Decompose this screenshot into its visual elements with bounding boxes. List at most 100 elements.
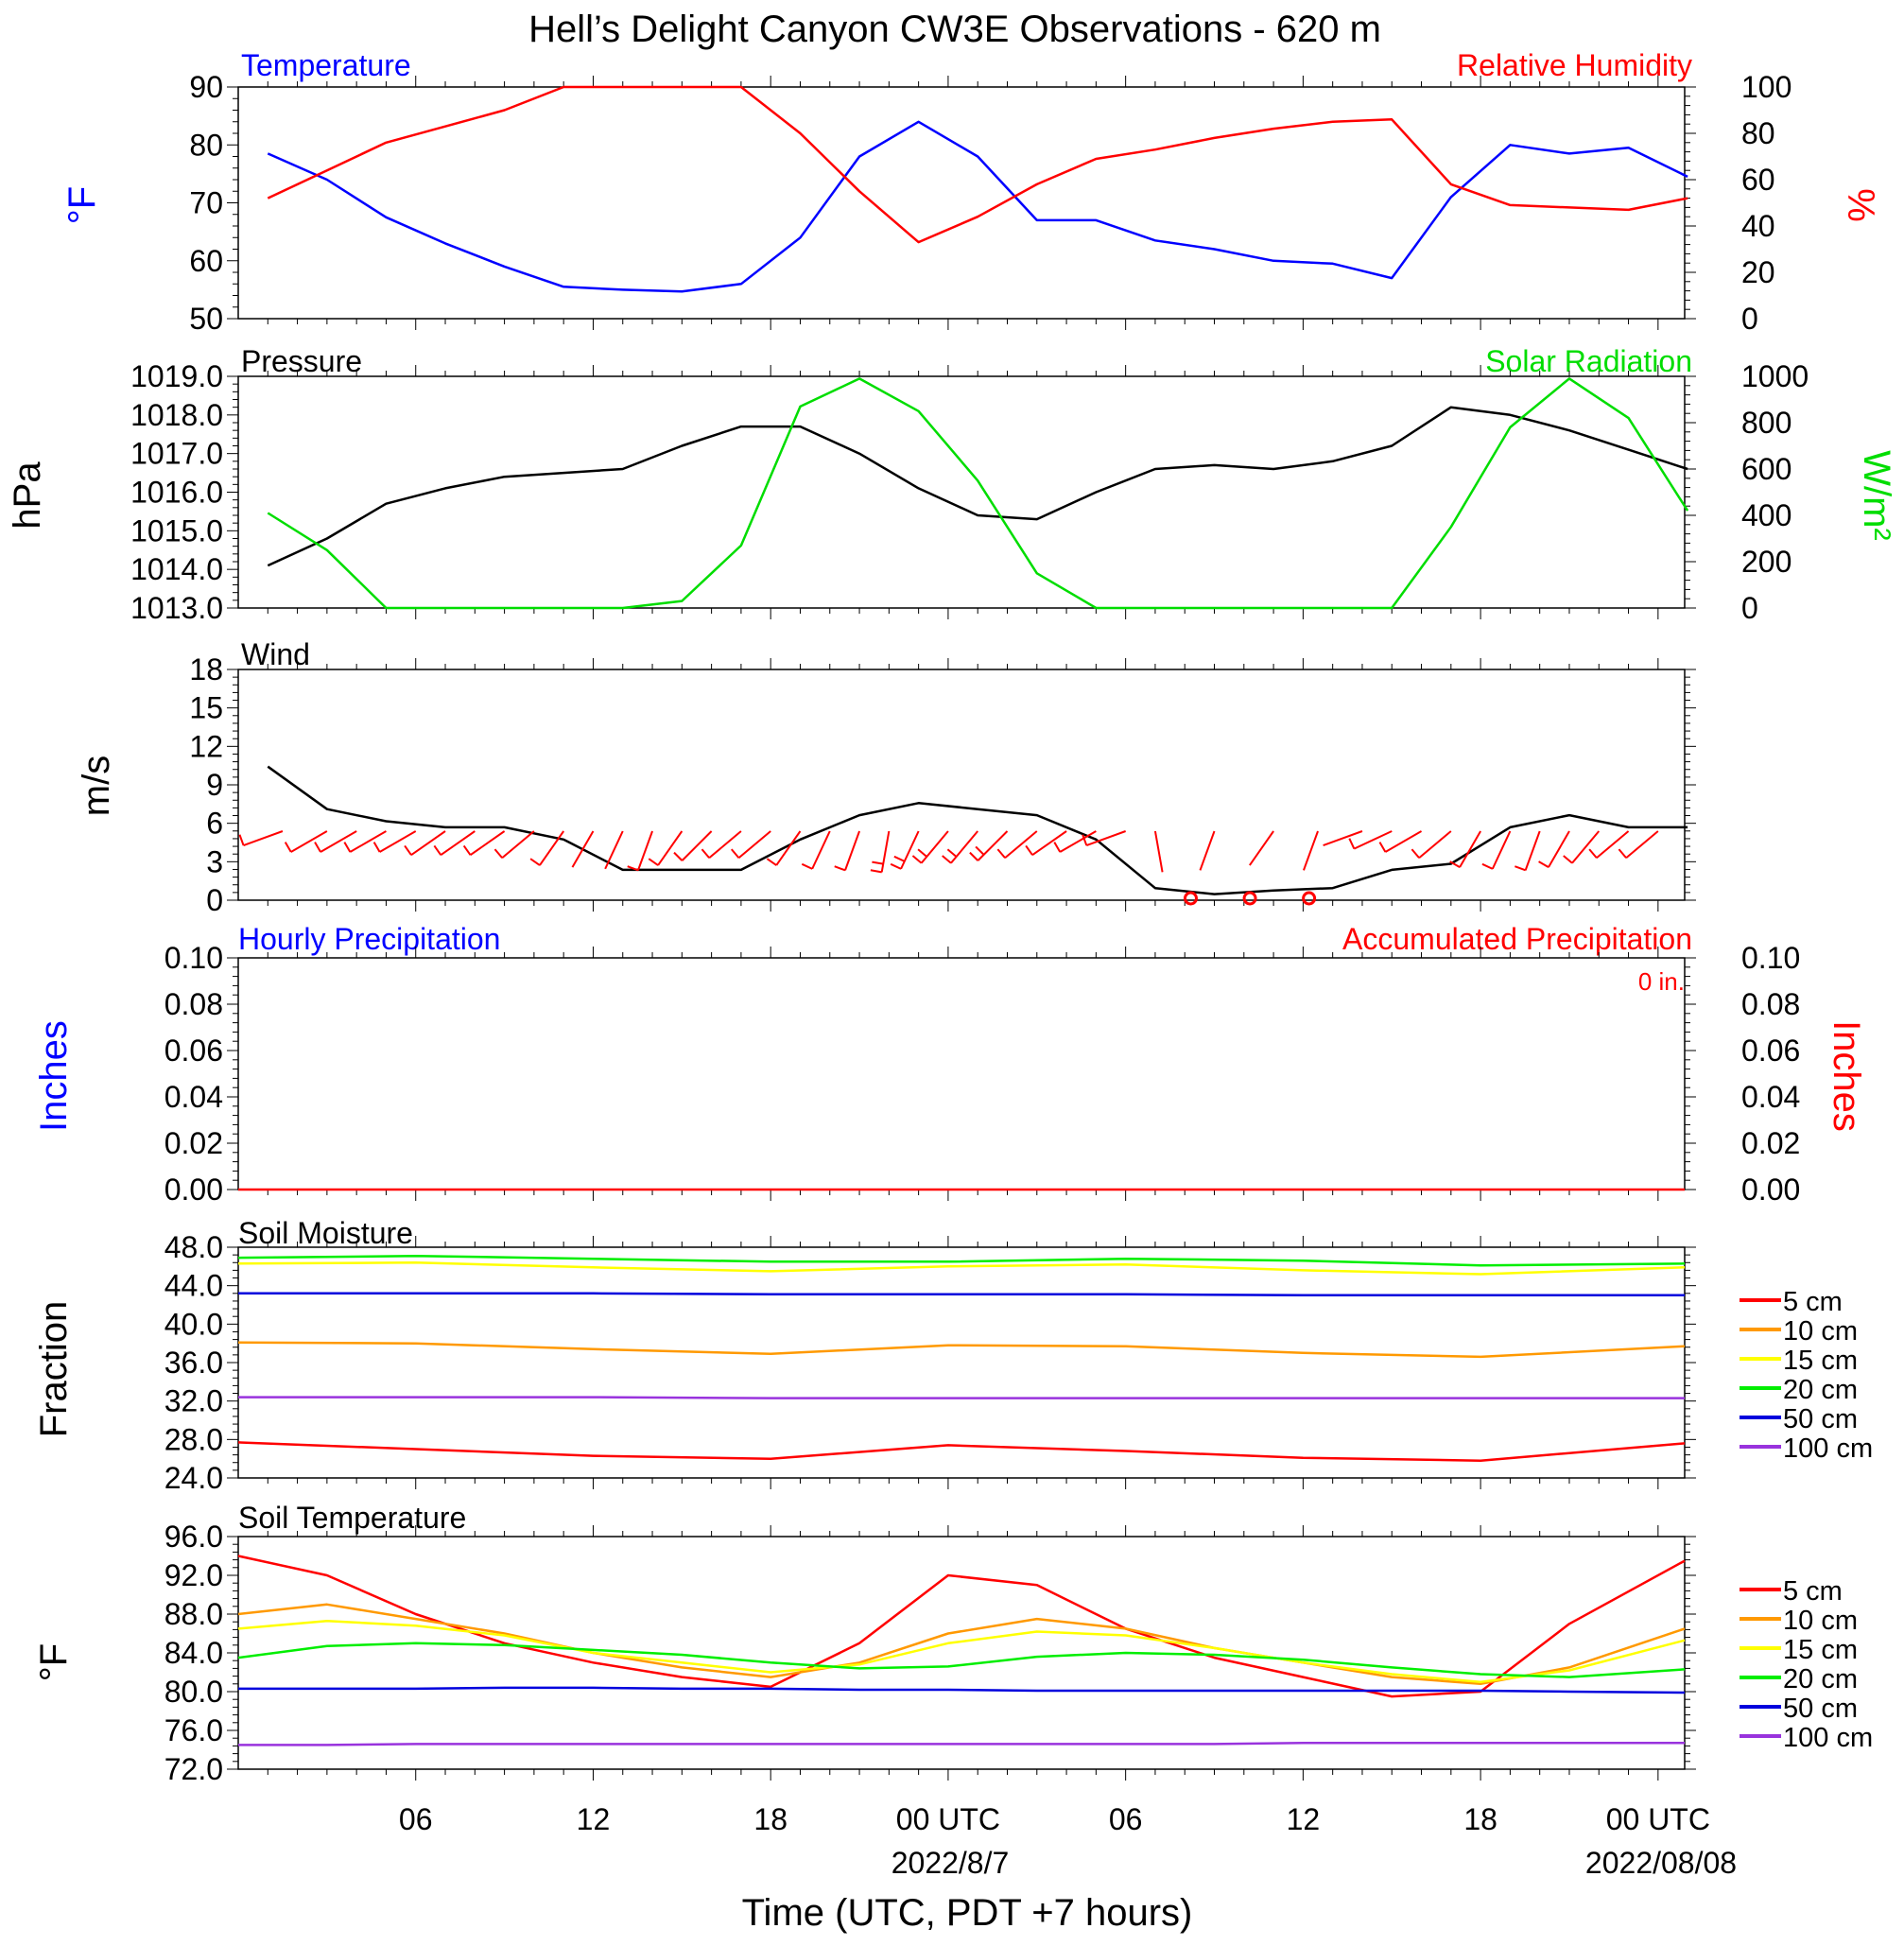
series-line-50-cm	[238, 1686, 1686, 1694]
y-tick-label: 80	[189, 128, 223, 162]
y-right-tick-label: 0.06	[1741, 1034, 1800, 1068]
series-line-10-cm	[237, 1341, 1686, 1359]
wind-barb-flag	[372, 842, 381, 853]
wind-barb	[440, 830, 476, 857]
x-tick-label: 12	[1287, 1802, 1321, 1836]
series-line-100-cm	[238, 1396, 1685, 1399]
wind-barb-flag	[1348, 838, 1356, 850]
wind-barb	[950, 830, 978, 864]
y-right-tick-label: 600	[1741, 452, 1791, 486]
wind-barb	[681, 830, 713, 861]
soil-moisture-panel: Soil Moisture Fraction 48.0 44.0 40.0 36.0 3…	[33, 1216, 1873, 1495]
wind-barb	[1548, 830, 1570, 868]
wind-barb-flag	[404, 844, 412, 856]
accum-precip-title: Accumulated Precipitation	[1342, 922, 1692, 956]
wind-barb-flag	[969, 851, 979, 861]
y-tick-label: 0.02	[164, 1126, 223, 1160]
y-tick-label: 84.0	[164, 1636, 223, 1670]
wind-barb	[1571, 830, 1601, 864]
y-tick-label: 0	[206, 883, 223, 917]
wind-barb-flag	[673, 851, 684, 861]
wind-barb	[410, 830, 446, 857]
accum-precip-total: 0 in.	[1638, 967, 1685, 996]
y-tick-label: 0.00	[164, 1173, 223, 1207]
wind-barb-flag	[238, 834, 245, 846]
wind-barb-flag	[343, 842, 352, 853]
wind-barb	[1596, 830, 1630, 860]
wind-barb	[604, 830, 624, 870]
chart-title: Hell’s Delight Canyon CW3E Observations …	[528, 9, 1381, 50]
wind-barb	[1199, 830, 1216, 871]
solar-radiation-title: Solar Radiation	[1485, 344, 1692, 378]
wind-barb-flag	[890, 862, 902, 870]
y-tick-label: 60	[189, 244, 223, 278]
y-tick-label: 44.0	[164, 1269, 223, 1303]
calm-wind-marker	[1242, 891, 1257, 906]
x-tick-label: 18	[1463, 1802, 1497, 1836]
wind-barb	[290, 830, 328, 853]
wind-barb-flag	[917, 848, 927, 858]
series-line-20-cm	[237, 1642, 1686, 1678]
x-tick-label: 12	[577, 1802, 611, 1836]
wind-barb-flag	[1515, 865, 1526, 872]
y-tick-label: 1014.0	[130, 552, 223, 586]
wind-barb	[880, 830, 891, 873]
y-tick-label: 12	[189, 729, 223, 763]
y-tick-label: 76.0	[164, 1713, 223, 1747]
wind-barb	[637, 830, 653, 871]
legend-label: 10 cm	[1783, 1316, 1858, 1347]
soil-temperature-panel: Soil Temperature °F 96.0 92.0 88.0 84.0 80.0…	[33, 1501, 1873, 1786]
y-right-tick-label: 40	[1741, 209, 1775, 243]
wind-barb	[1323, 830, 1363, 846]
wind-barb-flag	[284, 842, 292, 853]
legend-label: 100 cm	[1783, 1433, 1873, 1464]
y-tick-label: 50	[189, 302, 223, 336]
wind-barb-flag	[731, 848, 740, 859]
humidity-title: Relative Humidity	[1457, 48, 1692, 82]
y-tick-label: 40.0	[164, 1307, 223, 1341]
wind-barb	[1418, 830, 1452, 860]
series-line-100-cm	[238, 1742, 1685, 1746]
y-tick-label: 90	[189, 70, 223, 104]
series-line-50-cm	[238, 1292, 1685, 1297]
soil-temperature-axis-label: °F	[33, 1643, 75, 1681]
wind-barb	[1625, 830, 1659, 860]
pressure-solar-panel: Pressure Solar Radiation hPa W/m² 1019.0…	[7, 344, 1897, 625]
y-tick-label: 3	[206, 844, 223, 878]
y-tick-label: 48.0	[164, 1230, 223, 1264]
wind-barb	[1031, 830, 1067, 857]
wind-barb-flag	[627, 865, 639, 872]
series-line-5-cm	[237, 1441, 1686, 1462]
wind-barb	[379, 830, 417, 853]
pressure-title: Pressure	[241, 344, 362, 378]
y-tick-label: 28.0	[164, 1422, 223, 1456]
y-right-tick-label: 0.00	[1741, 1173, 1800, 1207]
wind-barb-flag	[1563, 855, 1573, 864]
y-right-tick-label: 200	[1741, 545, 1791, 579]
y-tick-label: 15	[189, 691, 223, 725]
temperature-axis-label: °F	[61, 186, 103, 224]
wind-barb	[1004, 830, 1038, 860]
y-right-tick-label: 0.10	[1741, 941, 1800, 975]
wind-barb-flag	[1449, 860, 1461, 868]
wind-barb	[571, 830, 595, 868]
series-line-relative-humidity	[267, 85, 1688, 244]
wind-barb	[920, 830, 949, 864]
wind-barb-flag	[801, 862, 813, 870]
wind-barb-flag	[893, 855, 906, 862]
wind-barb-flag	[872, 860, 884, 865]
legend-label: 20 cm	[1783, 1664, 1858, 1694]
y-tick-label: 32.0	[164, 1384, 223, 1418]
plot-frame	[237, 1536, 1686, 1770]
x-tick-label: 00 UTC	[1606, 1802, 1710, 1836]
series-line-wind	[267, 765, 1688, 895]
plot-frame	[237, 86, 1686, 320]
series-line-solar-radiation	[267, 377, 1689, 610]
calm-wind-marker	[1183, 891, 1198, 906]
y-tick-label: 1018.0	[130, 398, 223, 432]
wind-barb-flag	[462, 844, 472, 856]
wind-barb-flag	[942, 855, 952, 864]
legend-label: 5 cm	[1783, 1287, 1843, 1317]
y-tick-label: 96.0	[164, 1520, 223, 1554]
y-right-tick-label: 0.08	[1741, 987, 1800, 1021]
